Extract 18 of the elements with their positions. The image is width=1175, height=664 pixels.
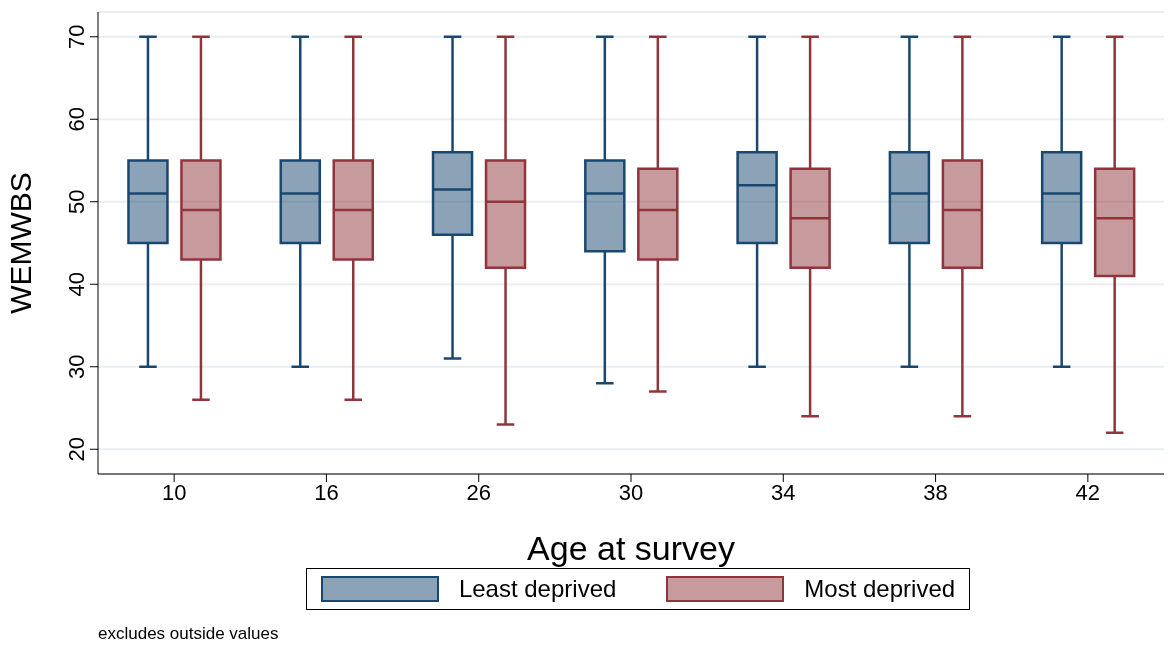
x-tick-label: 10	[161, 479, 187, 505]
x-tick-label: 38	[923, 479, 948, 505]
legend-label: Least deprived	[458, 575, 617, 603]
x-axis-title: Age at survey	[527, 529, 735, 567]
x-tick-label: 42	[1075, 479, 1101, 505]
y-tick-label: 70	[64, 24, 89, 49]
y-tick-label: 60	[64, 107, 89, 132]
legend-label: Most deprived	[804, 575, 956, 603]
x-tick-label: 26	[466, 479, 491, 505]
y-tick-label: 50	[64, 189, 89, 214]
x-tick-label: 30	[618, 479, 644, 505]
y-tick-label: 20	[64, 437, 89, 462]
y-tick-label: 40	[64, 272, 89, 297]
y-axis-title: WEMWBS	[3, 172, 37, 314]
x-tick-label: 34	[771, 479, 796, 505]
y-tick-label: 30	[64, 354, 89, 379]
x-tick-label: 16	[314, 479, 339, 505]
text: excludes outside values	[98, 624, 280, 644]
